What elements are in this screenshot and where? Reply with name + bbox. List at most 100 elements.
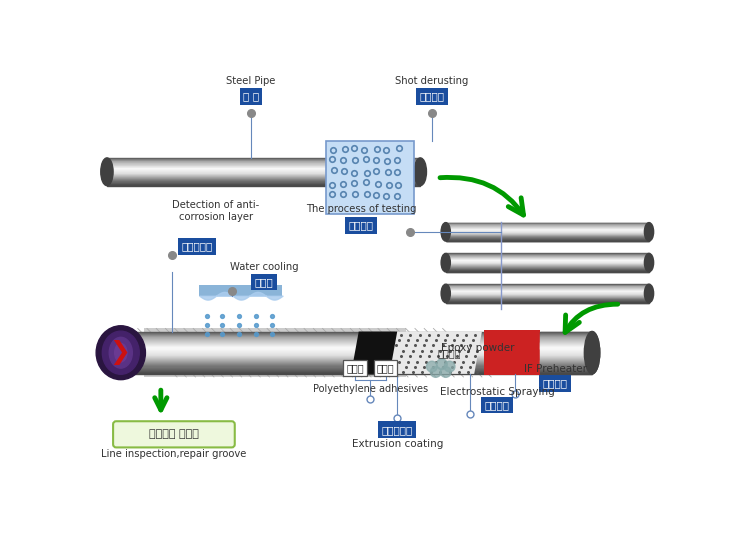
Bar: [446, 228, 649, 229]
Bar: [123, 356, 592, 357]
Bar: [107, 171, 420, 172]
Bar: [107, 173, 420, 174]
Bar: [107, 174, 420, 175]
Bar: [446, 285, 649, 286]
Bar: [446, 224, 649, 225]
Bar: [446, 240, 649, 241]
Bar: [123, 336, 592, 337]
Text: Shot derusting: Shot derusting: [395, 76, 469, 85]
Bar: [446, 265, 649, 266]
Bar: [539, 373, 592, 374]
Bar: [446, 270, 649, 271]
Bar: [446, 259, 649, 260]
Bar: [446, 240, 649, 241]
Bar: [446, 255, 649, 256]
Bar: [446, 259, 649, 260]
Text: Electrostatic Spraying: Electrostatic Spraying: [440, 386, 555, 397]
Bar: [446, 233, 649, 234]
Bar: [539, 366, 592, 367]
Bar: [107, 180, 420, 181]
Bar: [107, 169, 420, 170]
Ellipse shape: [415, 160, 426, 183]
Bar: [539, 351, 592, 352]
Bar: [107, 166, 420, 167]
Ellipse shape: [96, 326, 145, 379]
Bar: [107, 162, 420, 163]
Text: ❯: ❯: [109, 340, 130, 365]
Circle shape: [437, 359, 447, 370]
Bar: [446, 257, 649, 259]
Bar: [123, 339, 592, 341]
Bar: [539, 344, 592, 346]
Ellipse shape: [645, 224, 653, 239]
Bar: [123, 337, 592, 338]
Bar: [123, 351, 592, 352]
Bar: [539, 370, 592, 371]
Text: IF Preheater: IF Preheater: [523, 364, 587, 374]
Bar: [107, 168, 420, 169]
Bar: [446, 260, 649, 261]
Bar: [446, 292, 649, 293]
Bar: [123, 354, 592, 355]
Bar: [446, 262, 649, 263]
Bar: [446, 285, 649, 286]
Ellipse shape: [441, 253, 450, 272]
Bar: [123, 350, 592, 351]
Bar: [123, 349, 592, 350]
Text: Epoxy powder: Epoxy powder: [442, 343, 515, 353]
Bar: [539, 359, 592, 360]
Bar: [123, 373, 592, 374]
Polygon shape: [351, 332, 397, 374]
Bar: [539, 369, 592, 370]
Bar: [123, 368, 592, 369]
Bar: [123, 367, 592, 368]
Bar: [446, 290, 649, 292]
Bar: [539, 333, 592, 334]
Bar: [107, 167, 420, 168]
Bar: [123, 359, 592, 360]
Bar: [446, 291, 649, 292]
Bar: [123, 340, 592, 342]
Bar: [446, 230, 649, 231]
Bar: [446, 287, 649, 288]
Ellipse shape: [417, 163, 424, 179]
Bar: [446, 287, 649, 288]
Bar: [446, 239, 649, 240]
Bar: [446, 225, 649, 226]
Bar: [539, 354, 592, 355]
Bar: [107, 159, 420, 160]
Bar: [123, 342, 592, 344]
Bar: [446, 223, 649, 224]
Bar: [539, 349, 592, 350]
Bar: [446, 231, 649, 232]
Bar: [446, 297, 649, 298]
Bar: [446, 298, 649, 300]
Bar: [539, 368, 592, 369]
Bar: [107, 180, 420, 181]
Bar: [446, 264, 649, 265]
Bar: [446, 237, 649, 238]
Bar: [446, 258, 649, 259]
Bar: [539, 364, 592, 365]
Text: Polyethylene adhesives: Polyethylene adhesives: [312, 384, 428, 393]
Bar: [123, 358, 592, 359]
Bar: [107, 179, 420, 180]
Bar: [446, 269, 649, 270]
Bar: [107, 172, 420, 173]
Bar: [123, 360, 592, 361]
Bar: [446, 288, 649, 289]
Bar: [144, 328, 406, 377]
Bar: [539, 353, 592, 354]
Bar: [446, 238, 649, 239]
Ellipse shape: [101, 160, 112, 183]
Ellipse shape: [102, 331, 139, 374]
Ellipse shape: [585, 334, 599, 370]
Text: Detection of anti-
corrosion layer: Detection of anti- corrosion layer: [172, 200, 260, 222]
Ellipse shape: [648, 228, 650, 233]
Bar: [446, 294, 649, 295]
Bar: [446, 264, 649, 265]
Bar: [123, 344, 592, 346]
Ellipse shape: [646, 287, 652, 298]
Bar: [446, 293, 649, 294]
Bar: [107, 185, 420, 186]
